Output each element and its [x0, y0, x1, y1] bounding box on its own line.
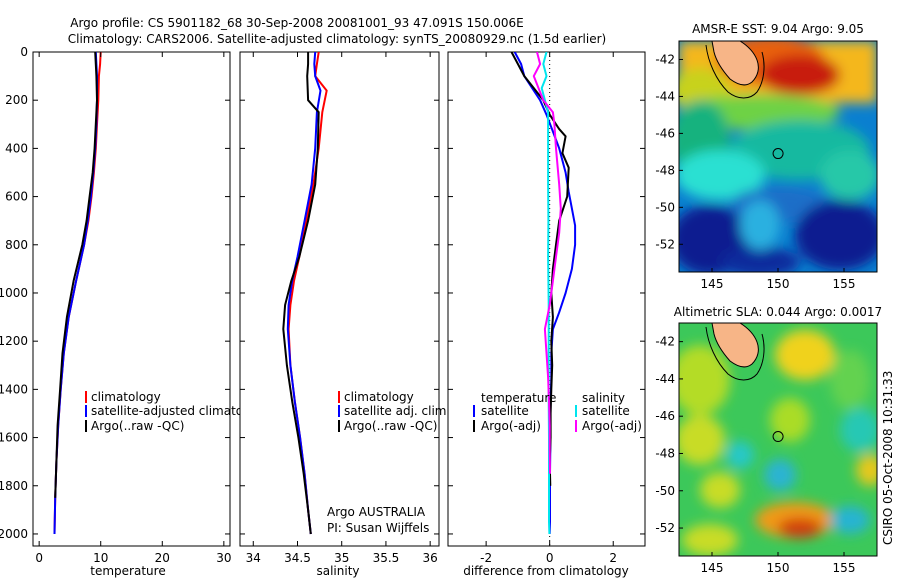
map-x-tick-label: 155	[833, 277, 856, 291]
legend-header-salinity: salinity	[582, 391, 625, 405]
figure-title-line1: Argo profile: CS 5901182_68 30-Sep-2008 …	[70, 16, 524, 30]
map-y-tick-label: -46	[655, 126, 675, 140]
map-y-tick-label: -42	[655, 335, 675, 349]
map-y-tick-label: -52	[655, 237, 675, 251]
tasmania-land	[711, 41, 759, 86]
series-line-salinity-argo-adj	[532, 52, 562, 474]
x-tick-label: 35	[334, 551, 349, 565]
legend-label-climatology: climatology	[344, 390, 414, 404]
series-line-argo-raw-qc	[282, 52, 320, 535]
difference-series-group	[510, 52, 577, 535]
legend-label-temp-argo: Argo(-adj)	[481, 419, 541, 433]
annotation-pi: PI: Susan Wijffels	[327, 521, 429, 535]
side-timestamp-label: CSIRO 05-Oct-2008 10:31:33	[881, 371, 895, 545]
float-position-marker	[772, 148, 784, 160]
depth-contour	[705, 44, 765, 99]
x-tick-label: 30	[216, 551, 231, 565]
map-y-tick-label: -44	[655, 372, 675, 386]
legend-label-argo: Argo(..raw -QC)	[91, 419, 184, 433]
legend-label-argo: Argo(..raw -QC)	[344, 419, 437, 433]
map-y-tick-label: -50	[655, 484, 675, 498]
map-y-tick-label: -46	[655, 409, 675, 423]
y-tick-label: 600	[5, 190, 28, 204]
map-x-tick-label: 150	[767, 561, 790, 575]
y-tick-label: 1000	[0, 286, 28, 300]
y-tick-label: 1800	[0, 479, 28, 493]
legend-label-sal-argo: Argo(-adj)	[582, 419, 642, 433]
sst-map-panel: AMSR-E SST: 9.04 Argo: 9.05	[655, 22, 878, 291]
x-tick-label: 35.5	[373, 551, 400, 565]
salinity-panel: 34 34.5 35 35.5 36 salinity climatology sate…	[239, 51, 450, 578]
map-x-tick-label: 145	[701, 277, 724, 291]
salinity-ticks: 34 34.5 35 35.5 36	[240, 51, 439, 565]
x-tick-label: -2	[480, 551, 492, 565]
map-x-tick-label: 155	[833, 561, 856, 575]
y-tick-label: 1600	[0, 431, 28, 445]
series-line-salinity-satellite	[540, 52, 551, 535]
legend-label-satellite: satellite-adjusted climatolog	[91, 404, 261, 418]
salinity-axes-box	[239, 51, 440, 547]
salinity-series-group	[282, 52, 328, 535]
temperature-ticks: 0 10 20 30 0 200 400 600 800 1000 1200 1400 1600 1800…	[0, 45, 231, 565]
y-tick-label: 400	[5, 141, 28, 155]
difference-axes-box	[447, 51, 646, 547]
salinity-xlabel: salinity	[316, 564, 359, 578]
legend-label-temp-satellite: satellite	[481, 404, 529, 418]
temperature-legend: climatology satellite-adjusted climatolo…	[85, 390, 261, 433]
legend-label-climatology: climatology	[91, 390, 161, 404]
legend-label-sal-satellite: satellite	[582, 404, 630, 418]
series-line-argo-raw-qc	[54, 52, 98, 498]
legend-label-satellite: satellite adj. clim.	[344, 404, 450, 418]
map-x-tick-label: 150	[767, 277, 790, 291]
x-tick-label: 36	[423, 551, 438, 565]
salinity-legend: climatology satellite adj. clim. Argo(..…	[338, 390, 450, 433]
x-tick-label: 2	[609, 551, 617, 565]
legend-header-temperature: temperature	[481, 391, 556, 405]
float-position-marker	[772, 431, 784, 443]
y-tick-label: 200	[5, 93, 28, 107]
x-tick-label: 34.5	[284, 551, 311, 565]
map-y-tick-label: -48	[655, 163, 675, 177]
temperature-xlabel: temperature	[90, 564, 165, 578]
sst-map-title: AMSR-E SST: 9.04 Argo: 9.05	[692, 22, 864, 36]
map-y-tick-label: -44	[655, 89, 675, 103]
temperature-axes-box	[32, 51, 231, 547]
x-tick-label: 20	[155, 551, 170, 565]
sla-map-ticks: 145 150 155 -42 -44 -46 -48 -50 -52	[655, 335, 855, 575]
temperature-panel: 0 10 20 30 0 200 400 600 800 1000 1200 1400 1600 1800…	[0, 45, 261, 578]
sla-map-panel: Altimetric SLA: 0.044 Argo: 0.0017	[655, 305, 882, 575]
difference-ticks: -2 0 2	[448, 51, 645, 565]
y-tick-label: 2000	[0, 527, 28, 541]
difference-xlabel: difference from climatology	[463, 564, 629, 578]
y-tick-label: 800	[5, 238, 28, 252]
sst-map-ticks: 145 150 155 -42 -44 -46 -48 -50 -52	[655, 52, 855, 291]
tasmania-land	[711, 323, 759, 368]
temperature-series-group	[53, 52, 102, 535]
x-tick-label: 0	[546, 551, 554, 565]
map-y-tick-label: -50	[655, 200, 675, 214]
difference-panel: -2 0 2 difference from climatology tempera…	[447, 51, 646, 578]
y-tick-label: 1400	[0, 382, 28, 396]
x-tick-label: 0	[35, 551, 43, 565]
y-tick-label: 1200	[0, 334, 28, 348]
x-tick-label: 10	[93, 551, 108, 565]
map-y-tick-label: -48	[655, 446, 675, 460]
x-tick-label: 34	[246, 551, 261, 565]
y-tick-label: 0	[20, 45, 28, 59]
depth-contour	[705, 326, 765, 381]
sla-map-field	[679, 323, 877, 556]
figure-title-line2: Climatology: CARS2006. Satellite-adjuste…	[68, 32, 606, 46]
difference-legend: temperature satellite Argo(-adj) salinit…	[473, 391, 642, 433]
annotation-institution: Argo AUSTRALIA	[327, 505, 426, 519]
map-y-tick-label: -42	[655, 52, 675, 66]
map-y-tick-label: -52	[655, 521, 675, 535]
map-x-tick-label: 145	[701, 561, 724, 575]
sst-map-field	[679, 41, 877, 272]
sla-map-title: Altimetric SLA: 0.044 Argo: 0.0017	[674, 305, 882, 319]
